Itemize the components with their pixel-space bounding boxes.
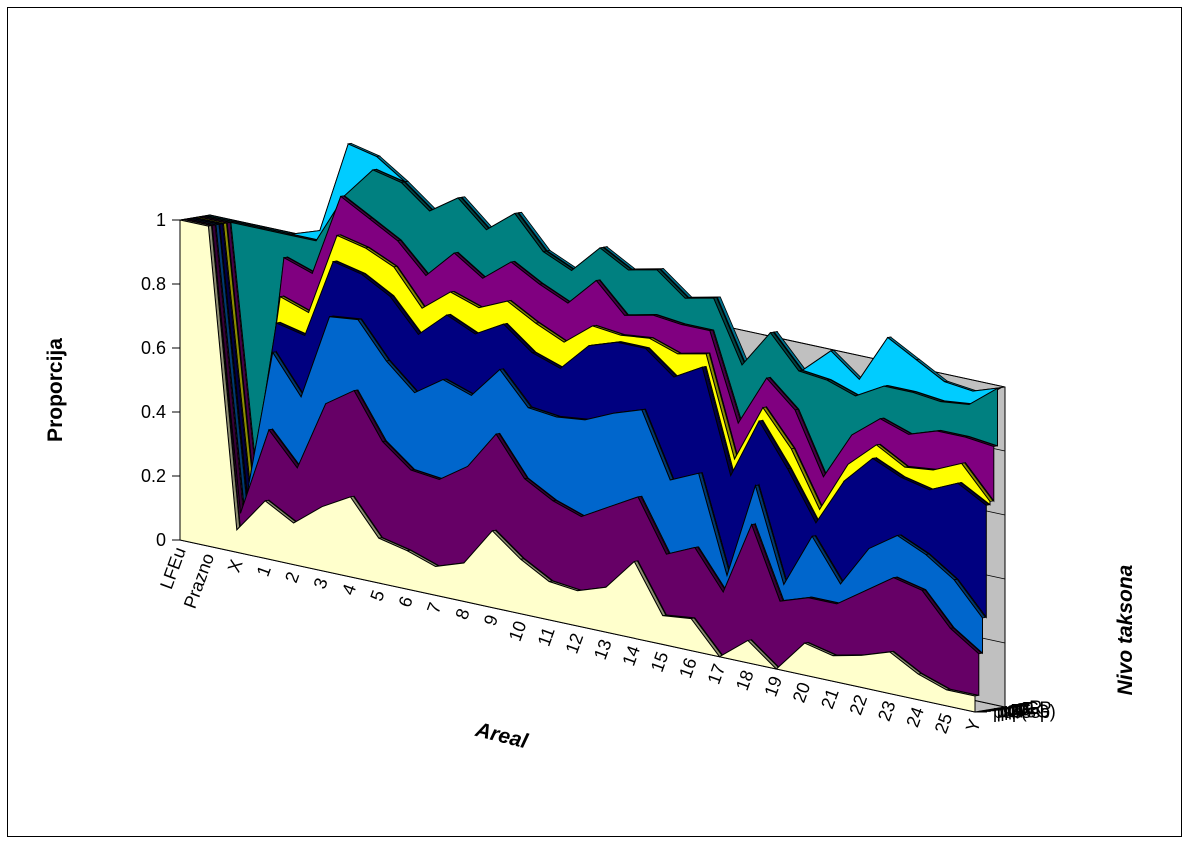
series-face-pGP (202, 169, 998, 501)
x-tick-label: 7 (423, 600, 445, 616)
x-tick-label: Y (962, 717, 985, 735)
x-tick-label: 9 (480, 612, 502, 628)
x-tick-label: 13 (590, 637, 616, 663)
x-tick-label: 16 (675, 655, 701, 681)
x-tick-label: 6 (395, 594, 417, 610)
z-tick-label: pP (1012, 699, 1034, 719)
series-face-pR (206, 143, 1002, 405)
x-tick-label: 15 (647, 649, 673, 675)
series-pF (187, 217, 987, 655)
z-axis-title: Nivo taksona (1114, 564, 1137, 695)
series-pGP (202, 168, 1001, 501)
x-tick-label: 22 (846, 692, 872, 718)
series-pR (206, 142, 1005, 405)
x-tick-label: 17 (704, 661, 730, 687)
y-tick-label: 0.2 (141, 466, 166, 486)
x-tick-label: 24 (902, 704, 928, 730)
x-tick-label: 3 (310, 575, 332, 591)
x-tick-label: X (224, 557, 247, 575)
x-tick-label: 10 (505, 618, 531, 644)
x-tick-label: LFEu (156, 545, 190, 592)
z-tick-label: pF (1001, 701, 1022, 721)
z-tick-label: pGP (1016, 698, 1052, 718)
chart-series-ribbons (179, 142, 1005, 713)
y-tick-label: 0.6 (141, 338, 166, 358)
y-tick-label: 0.4 (141, 402, 166, 422)
x-axis-title: Areal (472, 718, 531, 754)
y-tick-label: 0.8 (141, 274, 166, 294)
series-pspssp (179, 219, 979, 713)
x-tick-label: 14 (618, 643, 644, 669)
x-tick-label: 18 (732, 667, 758, 693)
z-tick-label: pO (1004, 700, 1028, 720)
series-face-pO (191, 217, 987, 619)
x-tick-label: 11 (534, 624, 559, 648)
x-tick-label: 23 (874, 698, 900, 724)
y-tick-label: 1 (156, 210, 166, 230)
x-tick-label: 5 (366, 588, 388, 604)
z-tick-label: pR (1019, 698, 1042, 718)
y-axis-title: Proporcija (44, 338, 67, 442)
series-pG(sG) (183, 218, 983, 697)
x-tick-label: 1 (253, 563, 275, 579)
x-tick-label: 19 (760, 674, 786, 700)
x-tick-label: 25 (931, 710, 957, 736)
y-tick-label: 0 (156, 530, 166, 550)
x-tick-label: 8 (451, 606, 473, 622)
x-tick-label: 21 (817, 686, 843, 712)
x-tick-label: 4 (338, 581, 360, 597)
series-pP (198, 195, 997, 510)
x-tick-label: 2 (281, 569, 303, 585)
z-tick-label: pG(sG) (997, 701, 1056, 721)
x-tick-label: 20 (789, 680, 815, 706)
series-face-pC (194, 217, 991, 524)
y-axis-ticks: 0 0.2 0.4 0.6 0.8 1 (141, 210, 180, 550)
x-tick-label: 12 (562, 631, 588, 657)
series-face-pP (198, 195, 995, 510)
z-tick-label: pC (1008, 700, 1031, 720)
z-tick-label: pspssp (993, 702, 1050, 722)
series-pC (194, 216, 994, 524)
